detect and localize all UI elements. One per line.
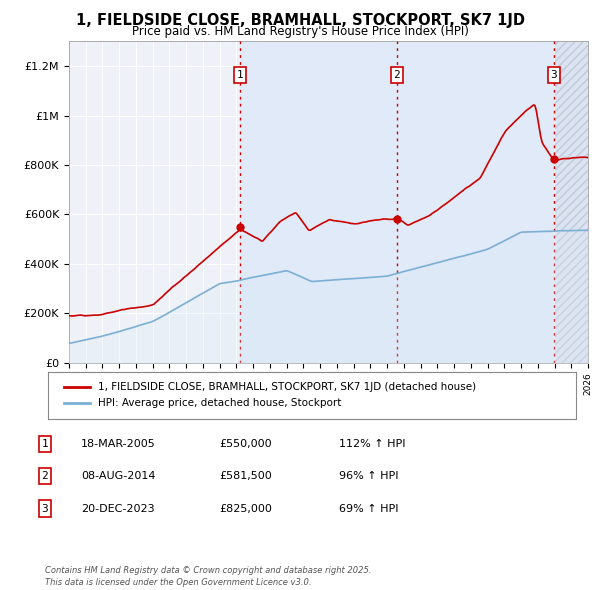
Text: 20-DEC-2023: 20-DEC-2023 (81, 504, 155, 513)
Text: 18-MAR-2005: 18-MAR-2005 (81, 439, 156, 448)
Text: 1, FIELDSIDE CLOSE, BRAMHALL, STOCKPORT, SK7 1JD: 1, FIELDSIDE CLOSE, BRAMHALL, STOCKPORT,… (76, 13, 524, 28)
Legend: 1, FIELDSIDE CLOSE, BRAMHALL, STOCKPORT, SK7 1JD (detached house), HPI: Average : 1, FIELDSIDE CLOSE, BRAMHALL, STOCKPORT,… (58, 377, 481, 414)
Text: £550,000: £550,000 (219, 439, 272, 448)
Text: 3: 3 (41, 504, 49, 513)
Text: Price paid vs. HM Land Registry's House Price Index (HPI): Price paid vs. HM Land Registry's House … (131, 25, 469, 38)
Text: £581,500: £581,500 (219, 471, 272, 481)
Text: 2: 2 (394, 70, 400, 80)
Bar (240, 41, 554, 363)
Text: Contains HM Land Registry data © Crown copyright and database right 2025.
This d: Contains HM Land Registry data © Crown c… (45, 566, 371, 587)
Bar (554, 41, 588, 363)
Text: £825,000: £825,000 (219, 504, 272, 513)
Text: 3: 3 (550, 70, 557, 80)
Text: 112% ↑ HPI: 112% ↑ HPI (339, 439, 406, 448)
Text: 1: 1 (41, 439, 49, 448)
Text: 2: 2 (41, 471, 49, 481)
Text: 96% ↑ HPI: 96% ↑ HPI (339, 471, 398, 481)
Text: 08-AUG-2014: 08-AUG-2014 (81, 471, 155, 481)
Text: 69% ↑ HPI: 69% ↑ HPI (339, 504, 398, 513)
Text: 1: 1 (236, 70, 243, 80)
